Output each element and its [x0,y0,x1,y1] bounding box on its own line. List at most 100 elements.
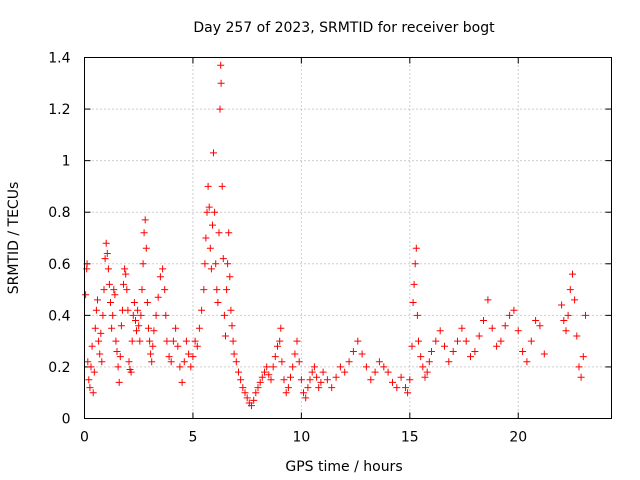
data-point [497,337,505,345]
data-point [375,358,383,366]
data-point [562,327,570,335]
data-point [215,229,223,237]
data-point [140,229,148,237]
data-point [278,358,286,366]
data-point [142,244,150,252]
data-point [354,337,362,345]
data-point [241,389,249,397]
data-point [393,384,401,392]
data-point [176,363,184,371]
x-tick-label: 20 [509,430,527,446]
data-point [107,299,114,306]
data-point [304,384,312,392]
data-point [564,311,572,319]
data-point [128,337,136,345]
data-point [488,324,496,332]
data-point [493,342,501,350]
data-point [582,311,589,319]
data-point [277,324,285,332]
data-point [276,337,284,345]
y-tick-label: 1.2 [48,102,70,118]
data-point [154,293,162,301]
data-point [421,373,429,381]
data-point [274,342,281,350]
data-point [428,348,435,355]
data-point [108,324,116,332]
data-point [558,301,566,309]
data-point [475,332,483,340]
data-point [432,337,440,345]
data-point [540,350,548,358]
data-point [205,203,213,211]
data-point [161,286,169,294]
data-point [91,324,99,332]
data-point [167,358,175,366]
x-tick-label: 0 [80,430,89,446]
data-point [308,368,316,376]
data-point [449,348,457,355]
data-point [239,384,247,392]
data-point [291,350,299,358]
data-point [116,353,124,361]
data-point [109,311,117,319]
data-point [310,363,318,371]
data-point [111,291,119,299]
data-point [282,389,290,397]
data-point [293,337,301,345]
data-point [409,299,417,306]
chart-title: Day 257 of 2023, SRMTID for receiver bog… [193,20,495,36]
data-point [213,286,221,294]
data-point [419,363,427,371]
y-tick-label: 1.4 [48,51,70,67]
data-point [189,353,197,361]
x-tick-label: 10 [292,430,310,446]
data-point [248,402,255,410]
data-point [280,376,288,384]
data-point [300,389,307,397]
data-point [313,373,321,381]
data-point [454,337,461,345]
data-point [228,322,236,330]
data-point [232,358,240,366]
data-point [323,376,331,384]
data-point [256,378,264,386]
data-point [532,317,540,324]
data-point [254,384,262,392]
data-point [436,327,444,335]
data-point [103,250,111,257]
data-point [123,286,131,294]
data-point [95,337,103,345]
data-point [112,337,120,345]
data-point [165,353,173,361]
plot-frame [84,57,612,419]
data-point [560,317,568,324]
data-point [575,363,583,371]
data-point [187,363,195,371]
y-tick-label: 0.4 [48,308,70,324]
data-point [222,332,229,340]
data-point [180,358,188,366]
data-point [211,208,219,216]
data-point [96,350,104,358]
data-point [480,317,487,324]
data-point [146,337,154,345]
data-point [217,61,225,69]
data-point [182,337,190,345]
data-point [577,373,585,381]
data-point [571,296,579,304]
data-point [501,322,509,330]
data-point [89,389,97,397]
data-point [269,363,277,371]
data-point [150,327,158,335]
data-point [214,299,222,306]
data-point [445,358,453,366]
data-point [258,373,266,381]
data-point [137,311,145,319]
data-point [384,368,392,376]
data-point [336,363,344,371]
data-point [579,353,587,361]
data-point [261,368,268,376]
data-point [519,348,527,355]
data-point [172,324,180,332]
